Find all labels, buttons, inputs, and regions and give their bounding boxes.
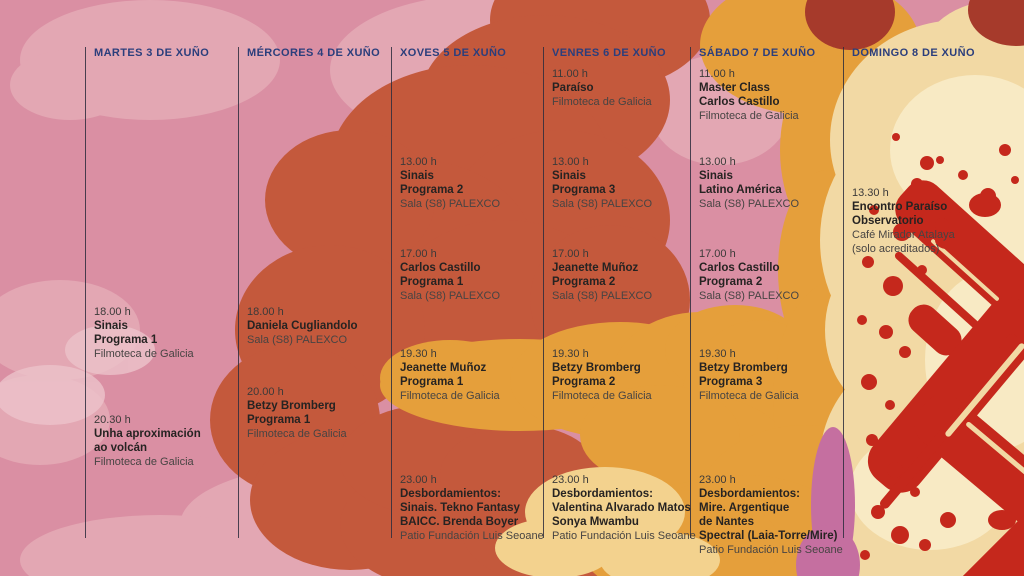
event-block: 18.00 h Daniela Cugliandolo Sala (S8) PA…	[247, 305, 417, 347]
event-time: 23.00 h	[552, 474, 589, 486]
event-block: 23.00 h Desbordamientos: Sinais. Tekno F…	[400, 473, 570, 543]
event-venue: Sala (S8) PALEXCO	[552, 290, 653, 302]
event-title: Sinais Latino América	[699, 170, 782, 196]
event-title: Betzy Bromberg Programa 1	[247, 400, 336, 426]
event-title: Carlos Castillo Programa 2	[699, 262, 780, 288]
event-time: 11.00 h	[552, 68, 588, 80]
event-block: 20.00 h Betzy Bromberg Programa 1 Filmot…	[247, 385, 417, 441]
column-divider	[690, 47, 691, 538]
day-column-mercores: MÉRCORES 4 DE XUÑO 18.00 h Daniela Cugli…	[238, 0, 391, 576]
event-time: 17.00 h	[400, 248, 437, 260]
column-divider	[391, 47, 392, 538]
event-venue: Patio Fundación Luis Seoane	[400, 530, 544, 542]
event-title: Betzy Bromberg Programa 3	[699, 362, 788, 388]
event-time: 19.30 h	[552, 348, 589, 360]
event-time: 19.30 h	[400, 348, 437, 360]
event-time: 23.00 h	[699, 474, 736, 486]
event-block: 13.00 h Sinais Programa 3 Sala (S8) PALE…	[552, 155, 722, 211]
event-time: 13.00 h	[400, 156, 437, 168]
event-venue: Filmoteca de Galicia	[699, 110, 799, 122]
event-venue: Patio Fundación Luis Seoane	[699, 544, 843, 556]
column-divider	[85, 47, 86, 538]
event-block: 11.00 h Master Class Carlos Castillo Fil…	[699, 67, 869, 123]
event-note: (solo acreditados)	[852, 243, 940, 255]
event-block: 23.00 h Desbordamientos: Valentina Alvar…	[552, 473, 722, 543]
day-column-venres: VENRES 6 DE XUÑO 11.00 h Paraíso Filmote…	[543, 0, 696, 576]
event-time: 19.30 h	[699, 348, 736, 360]
event-time: 17.00 h	[552, 248, 589, 260]
event-time: 13.00 h	[552, 156, 589, 168]
day-header: MARTES 3 DE XUÑO	[94, 47, 210, 59]
day-header: DOMINGO 8 DE XUÑO	[852, 47, 975, 59]
event-venue: Sala (S8) PALEXCO	[699, 290, 800, 302]
event-time: 20.00 h	[247, 386, 284, 398]
event-block: 19.30 h Betzy Bromberg Programa 3 Filmot…	[699, 347, 869, 403]
event-block: 13.30 h Encontro Paraíso Observatorio Ca…	[852, 186, 1022, 256]
column-divider	[543, 47, 544, 538]
event-time: 17.00 h	[699, 248, 736, 260]
day-column-xoves: XOVES 5 DE XUÑO 13.00 h Sinais Programa …	[391, 0, 544, 576]
event-title: Paraíso	[552, 82, 594, 94]
event-time: 13.00 h	[699, 156, 736, 168]
day-column-domingo: DOMINGO 8 DE XUÑO 13.30 h Encontro Paraí…	[843, 0, 1024, 576]
event-title: Carlos Castillo Programa 1	[400, 262, 481, 288]
event-block: 19.30 h Jeanette Muñoz Programa 1 Filmot…	[400, 347, 570, 403]
event-title: Sinais Programa 1	[94, 320, 158, 346]
event-venue: Filmoteca de Galicia	[400, 390, 500, 402]
event-block: 18.00 h Sinais Programa 1 Filmoteca de G…	[94, 305, 264, 361]
event-title: Desbordamientos: Valentina Alvarado Mato…	[552, 488, 691, 528]
event-venue: Filmoteca de Galicia	[94, 348, 194, 360]
event-block: 19.30 h Betzy Bromberg Programa 2 Filmot…	[552, 347, 722, 403]
event-venue: Sala (S8) PALEXCO	[400, 290, 501, 302]
event-time: 18.00 h	[94, 306, 131, 318]
event-title: Sinais Programa 3	[552, 170, 616, 196]
event-block: 13.00 h Sinais Programa 2 Sala (S8) PALE…	[400, 155, 570, 211]
event-title: Unha aproximación ao volcán	[94, 428, 201, 454]
event-title: Jeanette Muñoz Programa 2	[552, 262, 639, 288]
event-title: Sinais Programa 2	[400, 170, 464, 196]
event-title: Desbordamientos: Mire. Argentique de Nan…	[699, 488, 838, 542]
event-venue: Patio Fundación Luis Seoane	[552, 530, 696, 542]
day-header: SÁBADO 7 DE XUÑO	[699, 47, 816, 59]
event-block: 23.00 h Desbordamientos: Mire. Argentiqu…	[699, 473, 869, 557]
event-block: 13.00 h Sinais Latino América Sala (S8) …	[699, 155, 869, 211]
event-block: 11.00 h Paraíso Filmoteca de Galicia	[552, 67, 722, 109]
event-title: Encontro Paraíso Observatorio	[852, 201, 948, 227]
event-block: 17.00 h Carlos Castillo Programa 2 Sala …	[699, 247, 869, 303]
event-time: 13.30 h	[852, 187, 889, 199]
event-venue: Sala (S8) PALEXCO	[247, 334, 348, 346]
event-time: 23.00 h	[400, 474, 437, 486]
event-time: 20.30 h	[94, 414, 131, 426]
event-venue: Filmoteca de Galicia	[699, 390, 799, 402]
event-title: Jeanette Muñoz Programa 1	[400, 362, 487, 388]
column-divider	[238, 47, 239, 538]
event-venue: Filmoteca de Galicia	[552, 390, 652, 402]
event-venue: Filmoteca de Galicia	[552, 96, 652, 108]
event-time: 11.00 h	[699, 68, 735, 80]
event-block: 17.00 h Carlos Castillo Programa 1 Sala …	[400, 247, 570, 303]
day-header: MÉRCORES 4 DE XUÑO	[247, 47, 381, 59]
event-title: Master Class Carlos Castillo	[699, 82, 780, 108]
event-title: Betzy Bromberg Programa 2	[552, 362, 641, 388]
event-block: 17.00 h Jeanette Muñoz Programa 2 Sala (…	[552, 247, 722, 303]
day-column-martes: MARTES 3 DE XUÑO 18.00 h Sinais Programa…	[85, 0, 238, 576]
event-block: 20.30 h Unha aproximación ao volcán Film…	[94, 413, 264, 469]
day-header: XOVES 5 DE XUÑO	[400, 47, 507, 59]
event-venue: Café Mirador Atalaya	[852, 229, 955, 241]
day-header: VENRES 6 DE XUÑO	[552, 47, 666, 59]
column-divider	[843, 47, 844, 538]
event-venue: Filmoteca de Galicia	[247, 428, 347, 440]
event-title: Daniela Cugliandolo	[247, 320, 358, 332]
day-column-sabado: SÁBADO 7 DE XUÑO 11.00 h Master Class Ca…	[690, 0, 843, 576]
event-venue: Sala (S8) PALEXCO	[400, 198, 501, 210]
event-venue: Filmoteca de Galicia	[94, 456, 194, 468]
event-title: Desbordamientos: Sinais. Tekno Fantasy B…	[400, 488, 520, 528]
event-venue: Sala (S8) PALEXCO	[699, 198, 800, 210]
event-time: 18.00 h	[247, 306, 284, 318]
event-venue: Sala (S8) PALEXCO	[552, 198, 653, 210]
